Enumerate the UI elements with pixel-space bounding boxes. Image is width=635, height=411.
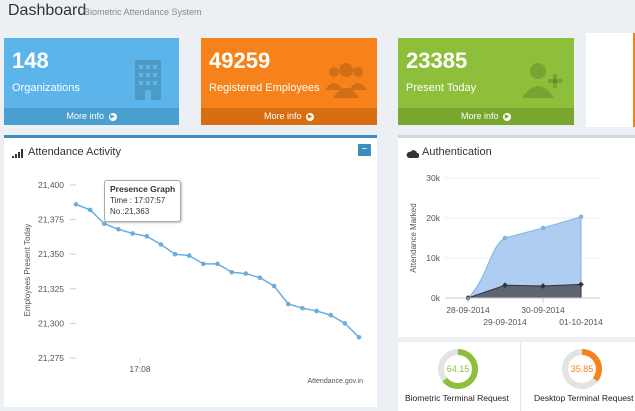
- present-today-count: 23385: [406, 48, 468, 73]
- authentication-title: Authentication: [422, 146, 492, 158]
- arrow-circle-right-icon: ▶: [503, 112, 512, 121]
- registered-employees-count: 49259: [209, 48, 271, 73]
- page-title: Dashboard: [8, 2, 87, 19]
- attendance-activity-panel: Attendance Activity −: [4, 135, 377, 407]
- divider: [520, 342, 521, 411]
- donut-fill: [562, 349, 602, 389]
- desktop-terminal-donut: 35.85: [562, 349, 602, 389]
- cloud-icon: [406, 150, 419, 158]
- building-icon: [135, 60, 161, 100]
- tooltip-time: Time : 17:07:57: [110, 196, 166, 205]
- organizations-more-info-link[interactable]: More info ▶: [4, 108, 179, 125]
- arrow-circle-right-icon: ▶: [306, 112, 315, 121]
- registered-employees-label: Registered Employees: [209, 82, 320, 94]
- biometric-terminal-label: Biometric Terminal Request: [405, 393, 509, 403]
- organizations-label: Organizations: [12, 82, 80, 94]
- terminal-request-panel: 64.15 35.85 Biometric Terminal Request D…: [398, 341, 635, 411]
- present-today-label: Present Today: [406, 82, 477, 94]
- page-header: Dashboard Biometric Attendance System: [0, 0, 635, 30]
- desktop-terminal-label: Desktop Terminal Request: [534, 393, 634, 403]
- organizations-tile: 148 Organizations More info ▶: [4, 38, 179, 125]
- user-add-icon: [522, 63, 562, 98]
- registered-employees-more-info-link[interactable]: More info ▶: [201, 108, 377, 125]
- users-icon: [325, 63, 367, 98]
- donut-value: 35.85: [571, 364, 594, 374]
- collapse-button[interactable]: −: [358, 144, 371, 156]
- signal-bars-icon: [12, 149, 23, 158]
- donut-value: 64.15: [447, 364, 470, 374]
- tooltip-title: Presence Graph: [110, 184, 176, 194]
- attendance-activity-title: Attendance Activity: [28, 146, 121, 158]
- present-today-tile: 23385 Present Today More info ▶: [398, 38, 574, 125]
- partial-tile: [586, 33, 635, 127]
- arrow-circle-right-icon: ▶: [108, 112, 117, 121]
- tooltip-count: No.:21,363: [110, 207, 150, 216]
- more-info-label: More info: [66, 111, 104, 121]
- authentication-panel: Authentication: [398, 135, 635, 337]
- biometric-terminal-donut: 64.15: [438, 349, 478, 389]
- more-info-label: More info: [263, 111, 302, 121]
- present-today-more-info-link[interactable]: More info ▶: [398, 108, 574, 125]
- page-subtitle: Biometric Attendance System: [84, 7, 202, 17]
- organizations-count: 148: [12, 48, 49, 73]
- donut-fill: [438, 349, 478, 389]
- registered-employees-tile: 49259 Registered Employees More info ▶: [201, 38, 377, 125]
- presence-tooltip: Presence Graph Time : 17:07:57 No.:21,36…: [104, 180, 181, 222]
- more-info-label: More info: [460, 111, 499, 121]
